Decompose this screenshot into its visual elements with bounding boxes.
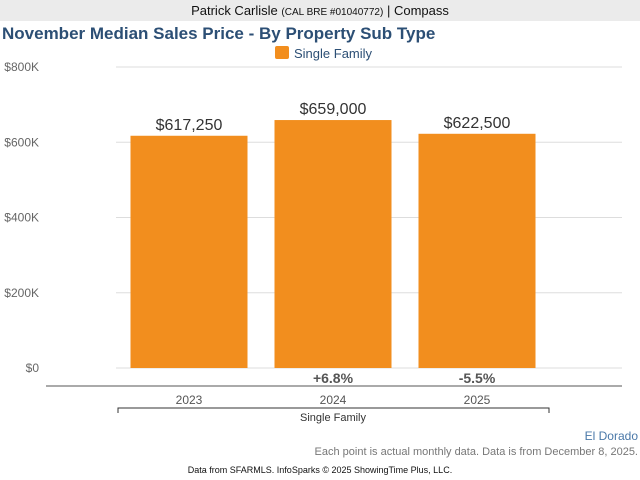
agent-header: Patrick Carlisle (CAL BRE #01040772) | C… [0, 0, 640, 21]
change-label: -5.5% [459, 370, 496, 386]
license: (CAL BRE #01040772) [281, 7, 384, 18]
y-tick-label: $400K [4, 211, 39, 225]
change-label: +6.8% [313, 370, 354, 386]
region-label[interactable]: El Dorado [584, 429, 638, 443]
y-tick-label: $800K [4, 60, 39, 74]
data-label: $659,000 [300, 101, 367, 118]
bar-2023 [130, 135, 248, 368]
y-tick-label: $200K [4, 286, 39, 300]
x-tick-label: 2025 [464, 393, 491, 407]
separator: | [386, 3, 391, 18]
group-label: Single Family [300, 412, 367, 424]
group-bracket [117, 407, 550, 413]
chart-title: November Median Sales Price - By Propert… [2, 24, 436, 43]
legend-swatch [275, 46, 289, 59]
data-label: $622,500 [444, 115, 511, 132]
legend-label: Single Family [294, 46, 373, 61]
data-note: Each point is actual monthly data. Data … [314, 446, 638, 458]
source-credit: Data from SFARMLS. InfoSparks © 2025 Sho… [187, 465, 453, 475]
y-tick-label: $0 [26, 361, 40, 375]
x-tick-label: 2024 [320, 393, 347, 407]
bar-2024 [274, 120, 392, 369]
x-tick-label: 2023 [176, 393, 203, 407]
brokerage: Compass [393, 3, 449, 18]
agent-name: Patrick Carlisle [191, 3, 278, 18]
bar-2025 [418, 133, 536, 368]
data-label: $617,250 [156, 117, 223, 134]
y-tick-label: $600K [4, 135, 39, 149]
